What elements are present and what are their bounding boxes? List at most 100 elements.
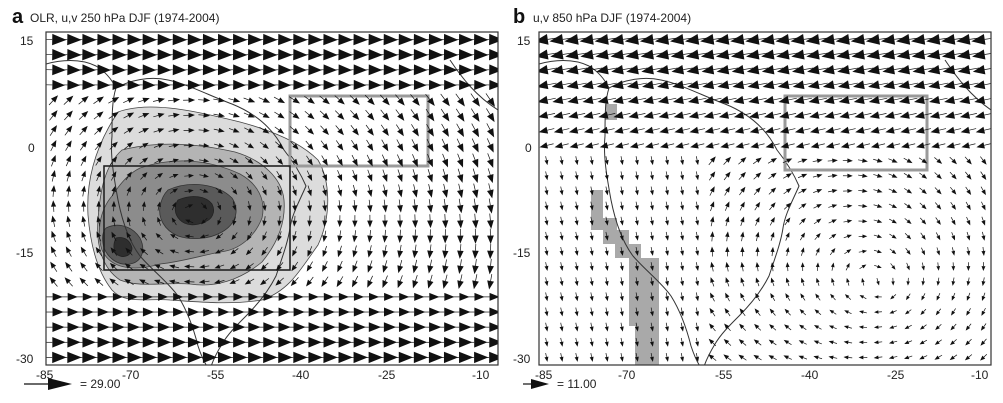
wind-vector-shaft (966, 231, 969, 237)
wind-vector-arrow (81, 215, 87, 223)
wind-vector-arrow (966, 219, 971, 226)
wind-vector-arrow (352, 143, 359, 151)
wind-vector-arrow (951, 310, 956, 316)
wind-vector-arrow (336, 279, 343, 288)
wind-vector-arrow (921, 158, 928, 164)
wind-vector-shaft (219, 280, 225, 282)
wind-vector-shaft (652, 82, 662, 86)
wind-vector-arrow (582, 95, 594, 104)
wind-vector-arrow (738, 339, 745, 345)
wind-vector-arrow (188, 307, 200, 317)
wind-vector-arrow (876, 188, 883, 193)
wind-vector-shaft (742, 312, 746, 317)
wind-vector-shaft (665, 246, 668, 252)
wind-vector-arrow (111, 97, 120, 103)
wind-vector-shaft (843, 236, 848, 239)
wind-vector-arrow (755, 277, 760, 283)
wind-vector-arrow (96, 126, 104, 133)
wind-vector-arrow (173, 143, 180, 148)
wind-vector-arrow (846, 262, 850, 268)
wind-vector-arrow (323, 292, 334, 301)
wind-vector-shaft (369, 245, 372, 251)
wind-vector-arrow (154, 264, 161, 269)
wind-vector-shaft (712, 267, 714, 272)
wind-vector-shaft (171, 206, 175, 211)
wind-vector-arrow (794, 111, 805, 119)
wind-vector-arrow (474, 307, 486, 317)
wind-vector-arrow (188, 158, 195, 163)
wind-vector-arrow (710, 261, 715, 268)
wind-vector-shaft (219, 216, 222, 221)
wind-vector-arrow (831, 248, 836, 253)
wind-vector-shaft (336, 155, 340, 161)
wind-vector-arrow (868, 95, 880, 104)
wind-vector-arrow (958, 80, 971, 90)
wind-vector-arrow (981, 310, 986, 316)
wind-vector-arrow (896, 49, 911, 60)
wind-vector-arrow (830, 293, 835, 299)
wind-vector-arrow (928, 80, 941, 90)
wind-vector-arrow (173, 97, 181, 103)
wind-vector-arrow (867, 64, 880, 75)
wind-vector-arrow (215, 234, 221, 240)
wind-vector-arrow (140, 248, 146, 254)
wind-vector-shaft (923, 143, 931, 146)
wind-vector-shaft (399, 275, 403, 282)
wind-vector-arrow (936, 158, 943, 164)
wind-vector-shaft (919, 217, 924, 222)
wind-vector-shaft (818, 342, 822, 345)
wind-vector-shaft (667, 143, 675, 146)
wind-vector-shaft (562, 143, 569, 146)
wind-vector-shaft (277, 185, 280, 191)
wind-vector-shaft (680, 216, 683, 221)
wind-vector-shaft (743, 128, 751, 131)
wind-vector-shaft (905, 247, 909, 252)
wind-vector-arrow (412, 97, 420, 106)
wind-vector-arrow (634, 250, 639, 256)
wind-vector-shaft (785, 236, 788, 241)
wind-vector-shaft (138, 130, 144, 134)
wind-vector-arrow (793, 95, 805, 104)
wind-vector-shaft (413, 184, 416, 191)
wind-vector-shaft (93, 115, 99, 120)
wind-vector-arrow (50, 154, 56, 163)
wind-vector-shaft (428, 199, 431, 206)
wind-vector-shaft (939, 113, 947, 116)
wind-vector-shaft (460, 274, 463, 282)
wind-vector-shaft (727, 267, 729, 272)
wind-vector-arrow (885, 126, 895, 134)
wind-vector-arrow (96, 215, 102, 223)
wind-vector-arrow (554, 142, 564, 149)
wind-vector-arrow (544, 174, 549, 181)
wind-vector-shaft (279, 231, 282, 236)
wind-vector-shaft (652, 113, 661, 116)
wind-vector-arrow (966, 204, 971, 211)
wind-vector-arrow (412, 220, 419, 228)
wind-vector-arrow (566, 64, 579, 75)
wind-vector-shaft (968, 354, 973, 358)
wind-vector-arrow (292, 112, 300, 119)
wind-vector-arrow (442, 265, 449, 274)
wind-vector-shaft (695, 292, 698, 297)
wind-vector-arrow (457, 97, 465, 107)
wind-vector-arrow (764, 111, 775, 119)
wind-vector-arrow (472, 220, 479, 229)
wind-vector-shaft (426, 123, 431, 130)
wind-vector-shaft (984, 98, 991, 101)
wind-vector-shaft (953, 308, 956, 312)
wind-vector-shaft (817, 297, 821, 301)
wind-vector-arrow (307, 174, 313, 181)
wind-vector-arrow (972, 49, 986, 60)
wind-vector-arrow (891, 281, 895, 286)
wind-vector-shaft (53, 221, 56, 228)
wind-vector-arrow (412, 189, 418, 198)
wind-vector-shaft (560, 352, 562, 358)
wind-vector-shaft (213, 113, 219, 116)
wind-vector-arrow (322, 220, 328, 227)
wind-vector-arrow (619, 341, 624, 347)
wind-vector-shaft (650, 156, 653, 161)
wind-vector-arrow (680, 326, 684, 332)
wind-vector-arrow (544, 341, 549, 347)
wind-vector-arrow (854, 111, 865, 119)
wind-vector-arrow (574, 280, 579, 287)
